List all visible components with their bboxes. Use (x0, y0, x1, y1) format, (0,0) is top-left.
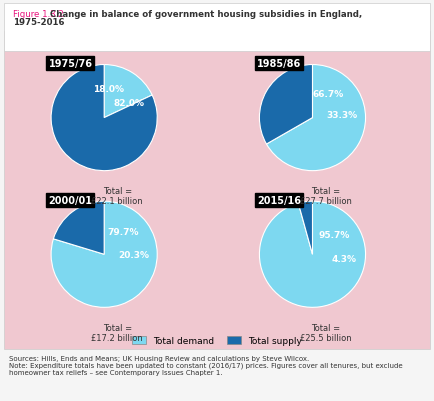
Text: 33.3%: 33.3% (326, 110, 357, 119)
Text: 1975/76: 1975/76 (49, 59, 92, 69)
Wedge shape (298, 202, 312, 255)
Wedge shape (266, 65, 365, 171)
Text: 2015/16: 2015/16 (257, 195, 301, 205)
Text: 20.3%: 20.3% (118, 250, 149, 259)
Wedge shape (260, 202, 365, 308)
Text: Total =
£22.1 billion: Total = £22.1 billion (92, 186, 143, 206)
Text: Figure 1.3.2: Figure 1.3.2 (13, 10, 67, 19)
Text: Total =
£17.2 billion: Total = £17.2 billion (91, 323, 143, 342)
Text: 1975-2016: 1975-2016 (13, 18, 65, 27)
Wedge shape (104, 65, 152, 118)
Wedge shape (51, 202, 157, 308)
FancyBboxPatch shape (4, 4, 430, 52)
Text: 79.7%: 79.7% (107, 228, 138, 237)
Text: 18.0%: 18.0% (93, 85, 124, 94)
Text: 66.7%: 66.7% (313, 89, 344, 99)
Text: 1985/86: 1985/86 (257, 59, 301, 69)
Text: Total =
£27.7 billion: Total = £27.7 billion (299, 186, 352, 206)
Text: 82.0%: 82.0% (114, 99, 145, 108)
Wedge shape (51, 65, 157, 171)
Text: 4.3%: 4.3% (332, 255, 356, 263)
Wedge shape (260, 65, 312, 145)
Text: Total =
£25.5 billion: Total = £25.5 billion (300, 323, 351, 342)
FancyBboxPatch shape (4, 32, 430, 349)
Wedge shape (53, 202, 104, 255)
Text: 95.7%: 95.7% (319, 231, 350, 239)
Legend: Total demand, Total supply: Total demand, Total supply (132, 336, 302, 345)
Text: Change in balance of government housing subsidies in England,: Change in balance of government housing … (50, 10, 362, 19)
Text: Sources: Hills, Ends and Means; UK Housing Review and calculations by Steve Wilc: Sources: Hills, Ends and Means; UK Housi… (9, 355, 402, 375)
Text: 2000/01: 2000/01 (49, 195, 92, 205)
